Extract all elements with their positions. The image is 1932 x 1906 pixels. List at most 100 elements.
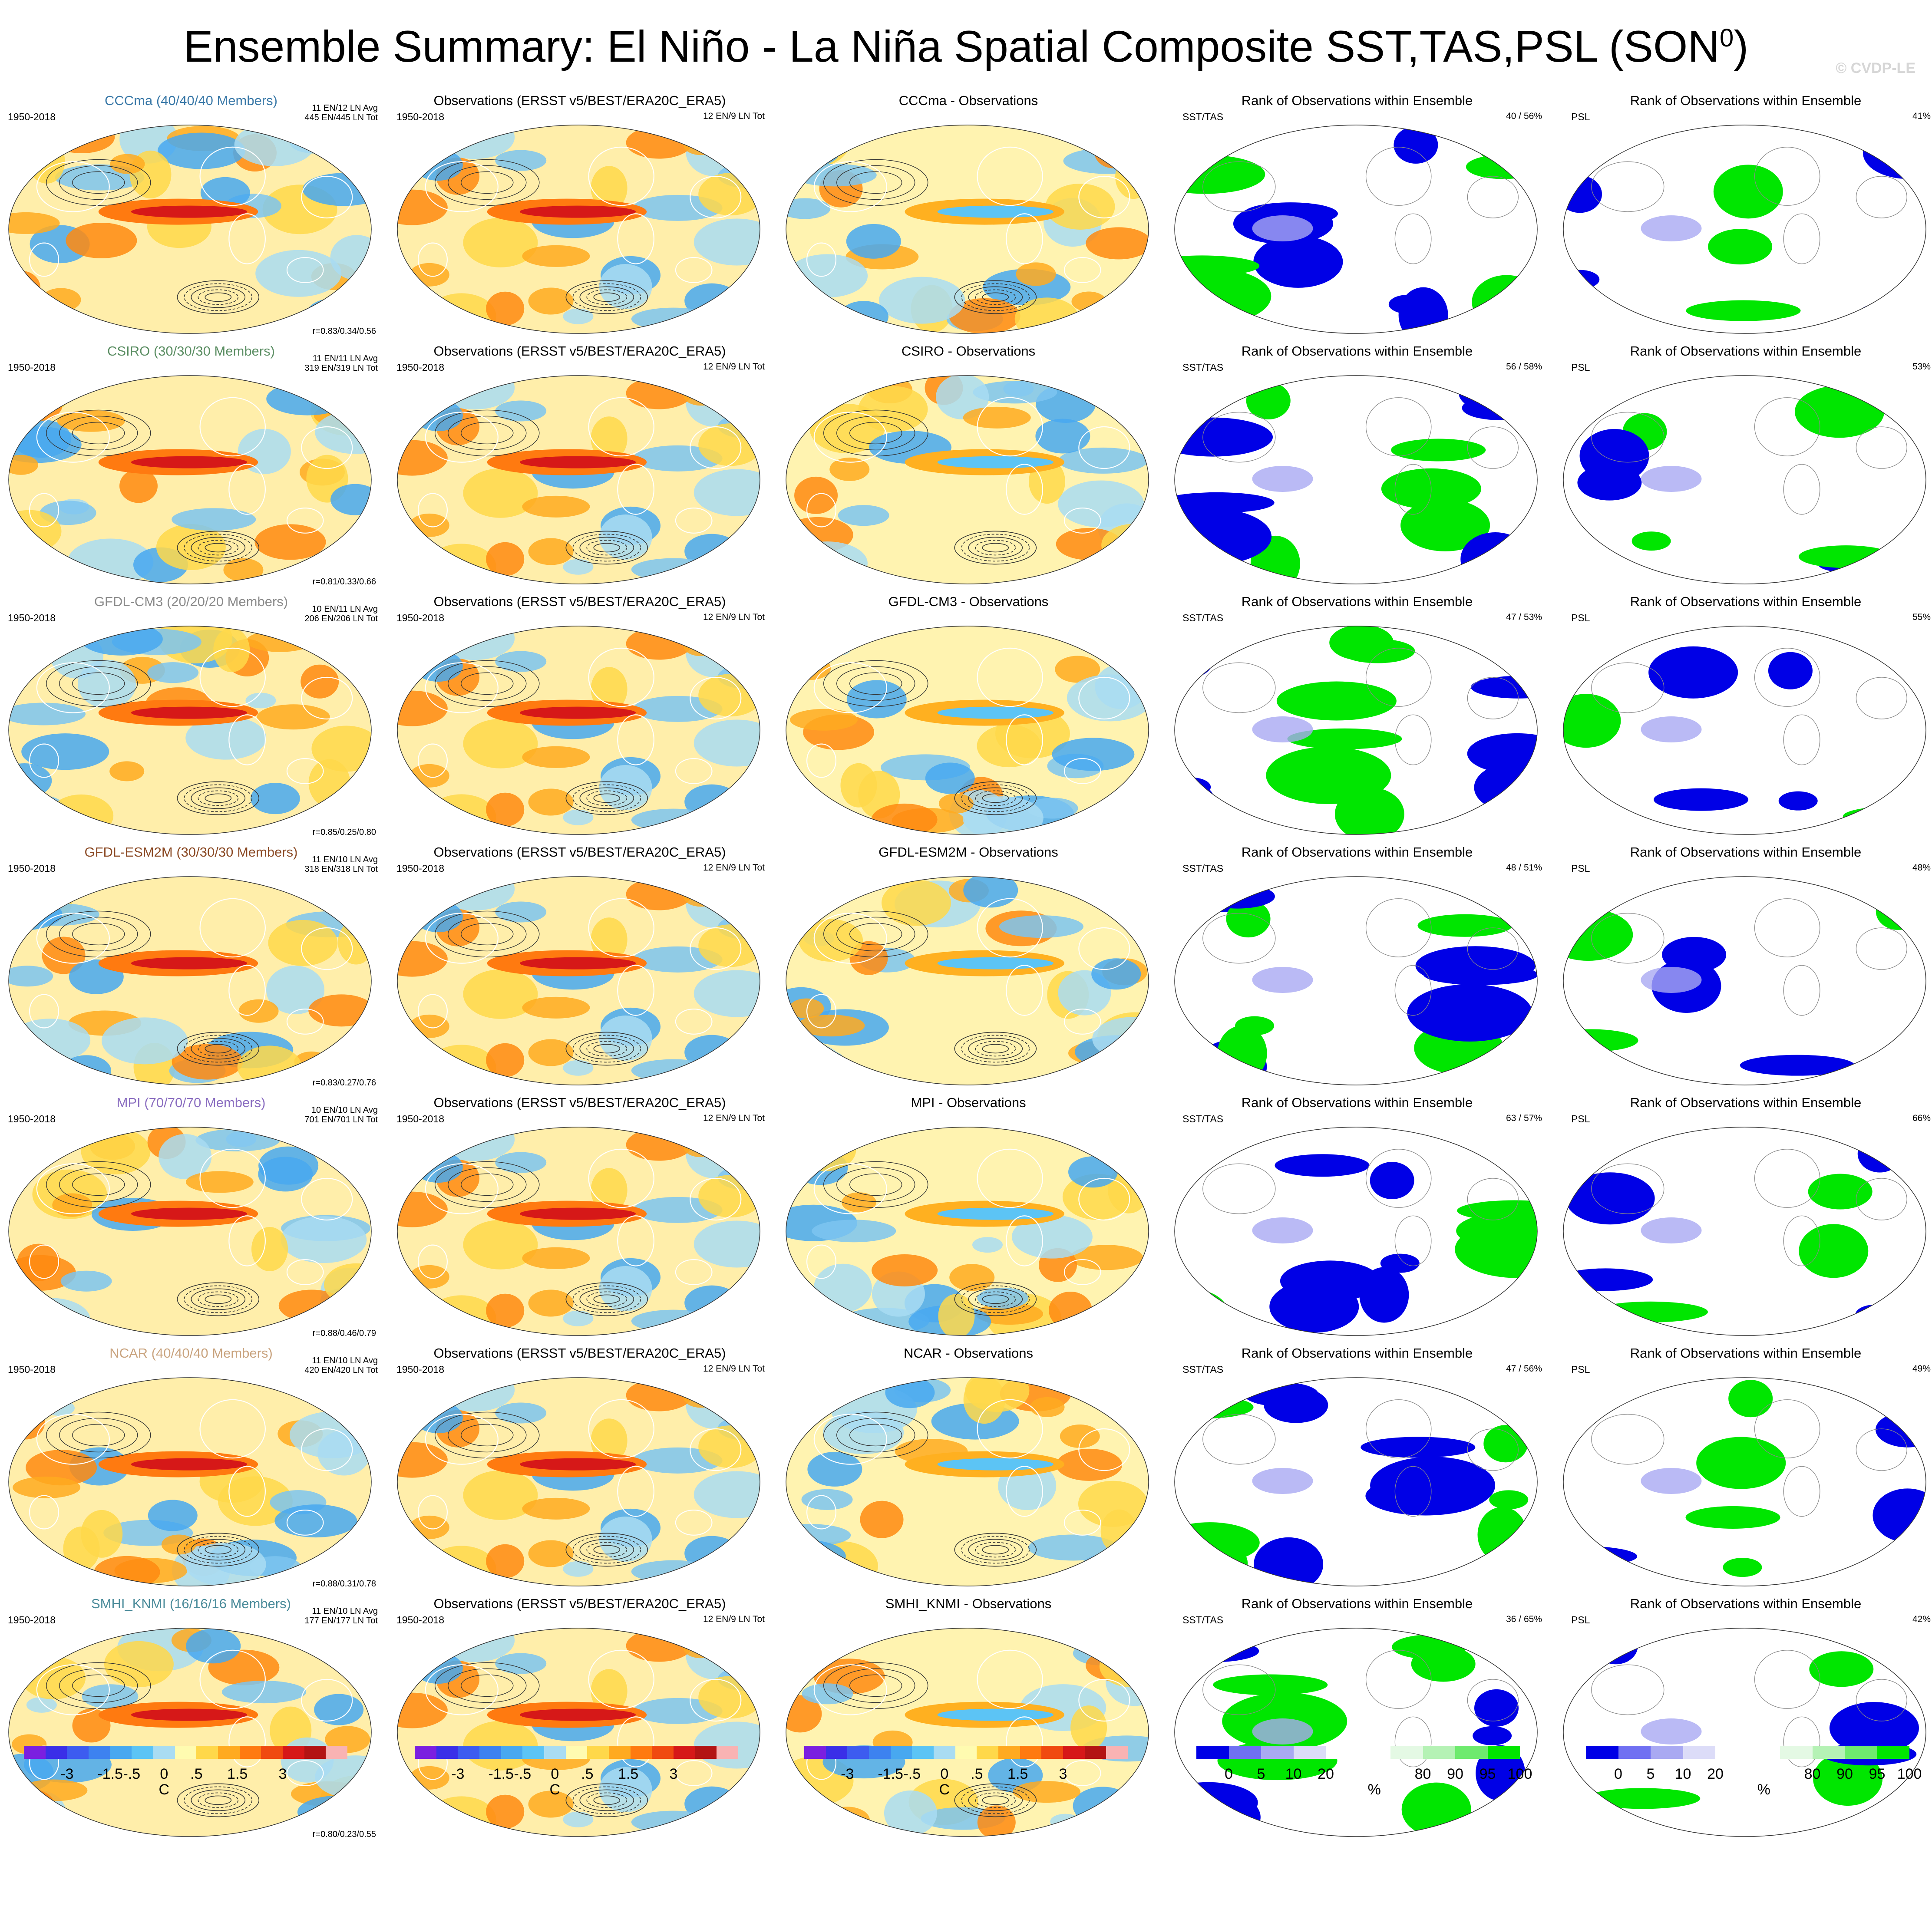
coastline [1754, 898, 1820, 957]
colorbar-swatch [1041, 1746, 1063, 1759]
coastline [1754, 397, 1820, 456]
colorbar-swatch [1683, 1746, 1715, 1759]
colorbar-unit: % [1367, 1781, 1381, 1798]
anomaly-patch [213, 628, 250, 673]
anomaly-patch [413, 1652, 463, 1684]
anomaly-patch [397, 627, 464, 653]
coastline [1856, 677, 1907, 719]
rank-region [1641, 466, 1702, 492]
enso-core [937, 1708, 1054, 1721]
map-border [786, 375, 1149, 584]
anomaly-patch [251, 1227, 288, 1271]
map-border [8, 375, 372, 584]
colorbar-swatch [1390, 1746, 1423, 1759]
enso-core [937, 706, 1054, 719]
colorbar-swatch [1715, 1746, 1748, 1759]
anomaly-patch [528, 287, 574, 315]
anomaly-patch [223, 558, 264, 582]
colorbar-tick-label: -.5 [123, 1766, 141, 1782]
rank-region [1708, 229, 1773, 265]
psl-contour [184, 283, 253, 311]
member-stats: 11 EN/10 LN Avg 177 EN/177 LN Tot [304, 1606, 378, 1626]
psl-contour [982, 1545, 1009, 1555]
colorbar-swatch [869, 1746, 891, 1759]
coastline [228, 464, 266, 515]
psl-rank-percent: 49% [1912, 1364, 1931, 1374]
psl-contour [579, 1038, 634, 1060]
model-title: CSIRO (30/30/30 Members) [107, 343, 275, 359]
rank-psl-map [1563, 1127, 1926, 1336]
rank-region [1696, 1437, 1786, 1489]
anomaly-patch [13, 1476, 81, 1498]
panel-rank-psl: Rank of Observations within Ensemble PSL 5… [1555, 592, 1932, 842]
period-label: 1950-2018 [396, 1364, 444, 1375]
anomaly-patch [936, 376, 989, 419]
anomaly-patch [694, 877, 760, 909]
colorbar-tick-label: 0 [1225, 1766, 1233, 1782]
anomaly-patch [9, 966, 53, 987]
colorbar-swatch [565, 1746, 588, 1759]
anomaly-patch [278, 1289, 345, 1322]
psl-label: PSL [1571, 612, 1590, 623]
anomaly-patch [320, 884, 371, 906]
anomaly-patch [522, 1247, 590, 1269]
anomaly-patch [786, 1631, 823, 1663]
enso-core [519, 1207, 636, 1220]
panel-model-composite: CSIRO (30/30/30 Members) 1950-2018 11 EN/1… [0, 342, 382, 591]
anomaly-patch [684, 784, 740, 819]
coastline [617, 714, 654, 765]
coastline [977, 898, 1043, 958]
psl-contour [184, 534, 253, 562]
colorbar-boxes [24, 1746, 347, 1759]
sst-rank-percent: 63 / 57% [1506, 1113, 1542, 1123]
coastline [1783, 464, 1820, 515]
psl-contour [565, 1533, 648, 1567]
anomaly-patch [599, 514, 652, 560]
map-border [8, 125, 372, 334]
psl-contour [823, 1161, 928, 1208]
panel-rank-psl: Rank of Observations within Ensemble PSL 6… [1555, 1093, 1932, 1343]
panel-observations: Observations (ERSST v5/BEST/ERA20C_ERA5)… [389, 843, 771, 1092]
psl-rank-percent: 48% [1912, 863, 1931, 873]
rank-region [1593, 1301, 1708, 1322]
coastline [1783, 1466, 1820, 1517]
anomaly-patch [250, 783, 300, 815]
anomaly-patch [975, 1303, 1044, 1325]
coastline [1591, 913, 1664, 964]
anomaly-patch [1092, 631, 1149, 654]
anomaly-patch [812, 1220, 896, 1243]
psl-contour [968, 787, 1023, 809]
map-border [8, 1628, 372, 1837]
coastline [199, 1148, 266, 1208]
coastline [1006, 714, 1043, 765]
anomaly-patch [317, 1430, 371, 1476]
psl-contour [191, 1539, 246, 1561]
rank-region [1217, 1025, 1267, 1081]
coastline [675, 1259, 713, 1285]
anomaly-patch [254, 524, 326, 560]
colorbar-swatch [1877, 1746, 1909, 1759]
panel-rank-psl: Rank of Observations within Ensemble PSL 4… [1555, 91, 1932, 341]
copyright-label: © CVDP-LE [1836, 60, 1915, 76]
coastline [425, 412, 499, 463]
colorbar-swatch [998, 1746, 1020, 1759]
colorbar-tick-label: 80 [1414, 1766, 1431, 1782]
anomaly-patch [860, 1500, 904, 1538]
anomaly-patch [626, 1629, 692, 1662]
psl-contour [46, 409, 151, 457]
psl-contour [72, 422, 125, 445]
colorbar-swatch [1293, 1746, 1326, 1759]
psl-contour [198, 540, 239, 556]
coastline [977, 1148, 1043, 1208]
member-stats: 10 EN/11 LN Avg 206 EN/206 LN Tot [304, 604, 378, 623]
psl-contour [435, 910, 540, 958]
psl-contour [836, 165, 915, 200]
coastline [1202, 412, 1276, 463]
colorbar-swatch [110, 1746, 132, 1759]
map-border [1174, 1377, 1538, 1586]
coastline [617, 1466, 654, 1517]
psl-contour [954, 781, 1037, 815]
anomaly-patch [563, 308, 594, 324]
psl-contour [982, 1044, 1009, 1054]
anomaly-patch [94, 1556, 160, 1586]
